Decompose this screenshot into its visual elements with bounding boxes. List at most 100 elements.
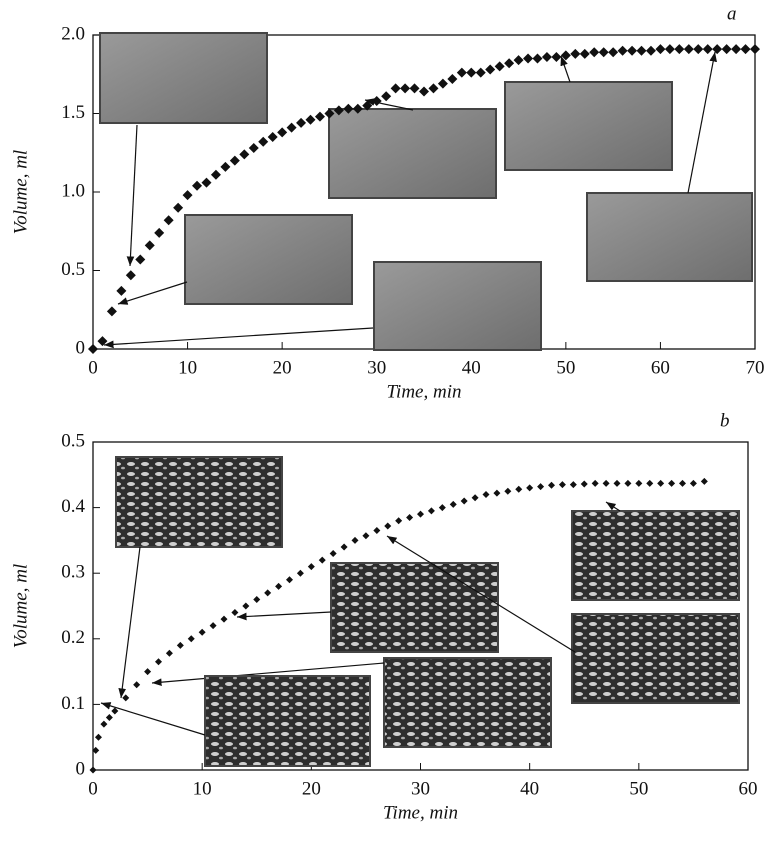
data-point [106, 306, 117, 317]
data-point [570, 48, 581, 59]
data-point [438, 504, 446, 512]
inset-photo [383, 657, 552, 748]
data-point [173, 202, 184, 213]
inset-photo [115, 456, 283, 548]
data-point [267, 132, 278, 143]
data-point [617, 45, 628, 56]
x-tick-label: 10 [178, 357, 197, 378]
inset-arrow [103, 327, 374, 349]
data-point [94, 733, 102, 741]
data-point [329, 550, 337, 558]
data-point [579, 48, 590, 59]
data-point [351, 536, 359, 544]
data-point [324, 108, 335, 119]
data-point [277, 127, 288, 138]
data-point [154, 227, 165, 238]
data-point [116, 285, 127, 296]
data-point [352, 103, 363, 114]
inset-arrow [560, 55, 571, 83]
data-point [668, 479, 676, 487]
y-tick-label: 0.5 [61, 430, 85, 451]
data-point [482, 490, 490, 498]
inset-photo [330, 562, 499, 653]
data-point [192, 180, 203, 191]
y-tick-label: 2.0 [61, 23, 85, 44]
data-point [504, 487, 512, 495]
x-tick-label: 60 [651, 357, 670, 378]
inset-arrow [151, 662, 385, 687]
x-tick-label: 70 [746, 357, 765, 378]
data-point [750, 44, 760, 55]
data-point [242, 602, 250, 610]
data-point [419, 86, 429, 97]
data-point [133, 681, 141, 689]
data-point [456, 67, 467, 78]
data-point [286, 576, 293, 584]
data-point [693, 44, 704, 55]
data-point [689, 479, 697, 487]
data-point [373, 527, 381, 535]
data-point [125, 270, 136, 281]
y-tick-label: 0.2 [61, 627, 85, 648]
inset-photo [571, 613, 740, 704]
x-tick-label: 10 [193, 778, 212, 799]
inset-photo [184, 214, 353, 305]
data-point [362, 532, 370, 540]
data-point [406, 513, 414, 521]
data-point [721, 44, 732, 55]
data-point [88, 344, 98, 354]
y-tick-label: 0.5 [61, 259, 85, 280]
data-point [460, 497, 468, 505]
data-point [286, 122, 297, 133]
x-tick-label: 0 [88, 357, 98, 378]
data-point [187, 635, 195, 643]
data-point [231, 609, 239, 617]
data-point [296, 569, 304, 577]
data-point [551, 51, 562, 62]
inset-photo [99, 32, 268, 124]
data-point [239, 149, 250, 160]
x-tick-label: 30 [367, 357, 386, 378]
data-point [314, 111, 325, 122]
data-point [198, 628, 206, 636]
data-point [712, 44, 723, 55]
data-point [447, 73, 458, 84]
x-tick-label: 60 [739, 778, 758, 799]
data-point [210, 169, 221, 180]
data-point [679, 479, 686, 487]
data-point [343, 103, 354, 114]
x-tick-label: 50 [629, 778, 648, 799]
data-point [97, 336, 108, 347]
data-point [591, 479, 599, 487]
data-point [541, 51, 552, 62]
x-tick-label: 40 [462, 357, 481, 378]
data-point [532, 53, 543, 64]
data-point [390, 83, 401, 94]
y-tick-label: 1.5 [61, 102, 85, 123]
data-point [92, 746, 100, 754]
data-point [437, 78, 448, 89]
data-point [504, 58, 515, 69]
y-axis-label: Volume, ml [10, 564, 31, 648]
inset-photo [504, 81, 673, 171]
data-point [296, 117, 307, 128]
data-point [485, 64, 496, 75]
data-point [740, 44, 751, 55]
data-point [305, 114, 316, 125]
data-point [381, 91, 392, 102]
inset-arrow [126, 124, 138, 267]
x-tick-label: 20 [302, 778, 321, 799]
data-point [494, 61, 505, 72]
inset-photo [328, 108, 497, 199]
inset-photo [571, 510, 740, 601]
data-point [182, 190, 193, 201]
data-point [144, 668, 152, 676]
data-point [475, 67, 486, 78]
inset-arrow [605, 501, 621, 512]
data-point [657, 479, 665, 487]
inset-photo [373, 261, 542, 351]
data-point [165, 649, 173, 657]
data-point [613, 479, 621, 487]
data-point [275, 582, 283, 590]
